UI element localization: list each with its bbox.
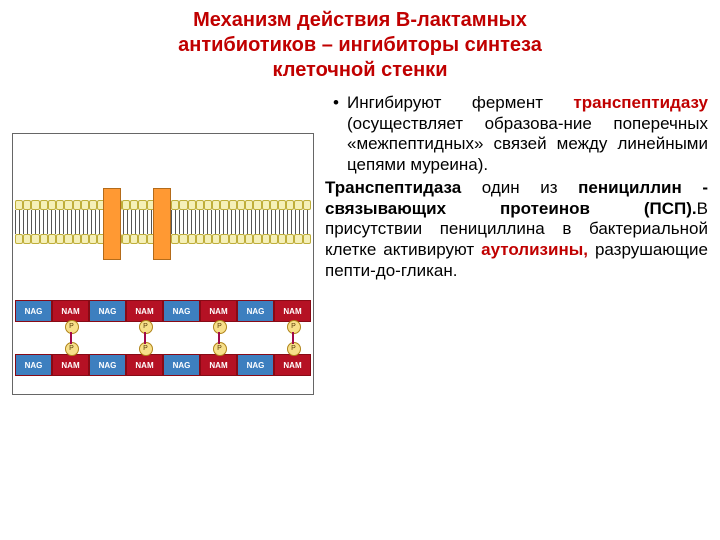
nag-cell: NAG [163,300,200,322]
nam-cell: NAM [52,300,89,322]
nam-cell: NAM [274,354,311,376]
p-circle: P [213,320,227,334]
nag-cell: NAG [89,354,126,376]
p-circle: P [287,342,301,356]
nag-cell: NAG [237,354,274,376]
membrane-protein-1 [103,188,121,260]
nag-cell: NAG [237,300,274,322]
p-circle: P [65,342,79,356]
bullet1-a: Ингибируют фермент [347,93,573,112]
crosslink-line [70,332,72,344]
cell-wall-diagram: NAGNAMNAGNAMNAGNAMNAGNAM NAGNAMNAGNAMNAG… [12,133,314,395]
nam-cell: NAM [200,300,237,322]
para2-kw: аутолизины, [481,240,588,259]
crosslink-area: PPPPPPPP [15,322,311,352]
nag-cell: NAG [89,300,126,322]
p-circle: P [139,342,153,356]
page-title: Механизм действия В-лактамных антибиотик… [12,8,708,83]
peptidoglycan-row-2: NAGNAMNAGNAMNAGNAMNAGNAM [15,354,311,376]
p-circle: P [65,320,79,334]
crosslink-line [218,332,220,344]
title-line-1: Механизм действия В-лактамных [193,9,527,31]
nag-cell: NAG [15,300,52,322]
bullet-1-body: Ингибируют фермент транспептидазу (осуще… [347,93,708,176]
crosslink-line [292,332,294,344]
text-column: • Ингибируют фермент транспептидазу (осу… [325,93,708,395]
nam-cell: NAM [126,354,163,376]
p-circle: P [139,320,153,334]
nam-cell: NAM [126,300,163,322]
content-row: NAGNAMNAGNAMNAGNAMNAGNAM NAGNAMNAGNAMNAG… [12,93,708,395]
nag-cell: NAG [15,354,52,376]
peptidoglycan-row-1: NAGNAMNAGNAMNAGNAMNAGNAM [15,300,311,322]
diagram-column: NAGNAMNAGNAMNAGNAMNAGNAM NAGNAMNAGNAMNAG… [12,93,317,395]
bullet-1: • Ингибируют фермент транспептидазу (осу… [325,93,708,176]
paragraph-2: Транспептидаза один из пенициллин - связ… [325,178,708,282]
bullet1-kw: транспептидазу [573,93,708,112]
nam-cell: NAM [274,300,311,322]
bullet1-b: (осуществляет образова-ние поперечных «м… [347,114,708,174]
p-circle: P [287,320,301,334]
title-line-3: клеточной стенки [273,59,448,81]
nam-cell: NAM [52,354,89,376]
para2-b: один из [461,178,578,197]
p-circle: P [213,342,227,356]
bullet-dot-icon: • [325,93,347,176]
nag-cell: NAG [163,354,200,376]
nam-cell: NAM [200,354,237,376]
para2-a: Транспептидаза [325,178,461,197]
title-line-2: антибиотиков – ингибиторы синтеза [178,34,542,56]
membrane-protein-2 [153,188,171,260]
crosslink-line [144,332,146,344]
